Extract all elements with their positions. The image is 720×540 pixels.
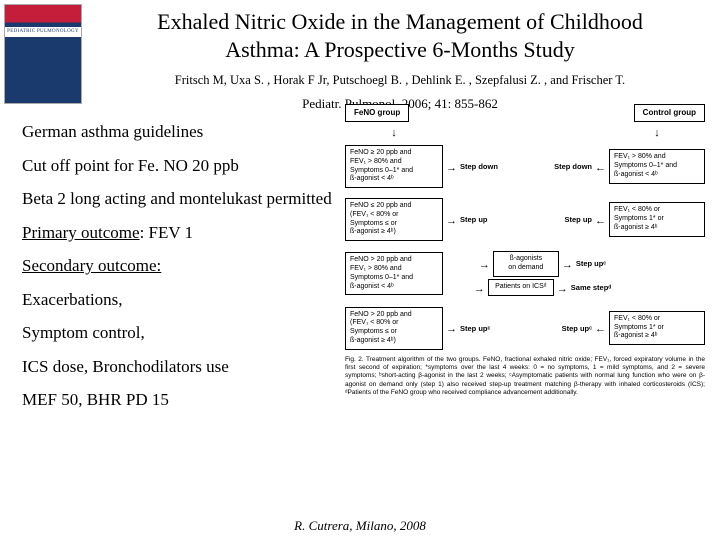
bullet-item: Secondary outcome: — [22, 256, 352, 276]
bullet-item: MEF 50, BHR PD 15 — [22, 390, 352, 410]
journal-cover-thumbnail: PEDIATRIC PULMONOLOGY — [4, 4, 82, 104]
flowchart-action: Step down — [554, 162, 592, 171]
primary-outcome-value: : FEV 1 — [140, 223, 194, 242]
flowchart-header-row: FeNO group Control group — [345, 104, 705, 122]
flowchart-mid-box: ß-agonistson demand — [493, 251, 559, 277]
arrow-right-icon — [443, 319, 460, 337]
flowchart-right-pair: Step up FEV₁ < 80% orSymptoms 1* orß-ago… — [565, 202, 706, 236]
treatment-flowchart: FeNO group Control group ↓ ↓ FeNO ≥ 20 p… — [345, 104, 705, 398]
flowchart-left-pair: FeNO > 20 ppb and(FEV₁ < 80% orSymptoms … — [345, 307, 490, 350]
flowchart-criteria-box: FeNO ≥ 20 ppb andFEV₁ > 80% andSymptoms … — [345, 145, 443, 188]
flowchart-row: FeNO > 20 ppb and(FEV₁ < 80% orSymptoms … — [345, 307, 705, 350]
flowchart-action: Step up — [460, 215, 488, 224]
flowchart-right-pair: Step down FEV₁ > 80% andSymptoms 0–1* an… — [554, 149, 705, 183]
arrow-right-icon — [554, 279, 571, 297]
bullet-item: Exacerbations, — [22, 290, 352, 310]
bullet-item: Symptom control, — [22, 323, 352, 343]
bullet-item: Beta 2 long acting and montelukast permi… — [22, 189, 352, 209]
authors-line: Fritsch M, Uxa S. , Horak F Jr, Putschoe… — [90, 73, 710, 88]
title-block: Exhaled Nitric Oxide in the Management o… — [90, 0, 720, 112]
flowchart-row: FeNO ≥ 20 ppb andFEV₁ > 80% andSymptoms … — [345, 145, 705, 188]
primary-outcome-label: Primary outcome — [22, 223, 140, 242]
flowchart-head-right: Control group — [634, 104, 705, 122]
flowchart-row: FeNO > 20 ppb andFEV₁ > 80% andSymptoms … — [345, 251, 705, 297]
flowchart-criteria-box: FeNO > 20 ppb andFEV₁ > 80% andSymptoms … — [345, 252, 443, 295]
flowchart-criteria-box: FeNO > 20 ppb and(FEV₁ < 80% orSymptoms … — [345, 307, 443, 350]
flowchart-action: Step upᶜ — [562, 324, 592, 333]
flowchart-action: Step upᶜ — [460, 324, 490, 333]
flowchart-criteria-box: FEV₁ < 80% orSymptoms 1* orß-agonist ≥ 4… — [609, 202, 705, 236]
bullet-list: German asthma guidelines Cut off point f… — [22, 122, 352, 410]
flowchart-action: Step upᶜ — [576, 259, 606, 268]
arrow-down-icon: ↓ — [345, 128, 443, 139]
flowchart-criteria-box: FEV₁ > 80% andSymptoms 0–1* andß-agonist… — [609, 149, 705, 183]
flowchart-row: FeNO ≤ 20 ppb and(FEV₁ < 80% orSymptoms … — [345, 198, 705, 241]
flowchart-caption: Fig. 2. Treatment algorithm of the two g… — [345, 356, 705, 398]
flowchart-left-pair: FeNO ≥ 20 ppb andFEV₁ > 80% andSymptoms … — [345, 145, 498, 188]
flowchart-left-pair: FeNO > 20 ppb andFEV₁ > 80% andSymptoms … — [345, 252, 443, 295]
arrow-right-icon — [476, 255, 493, 273]
bullet-item: Cut off point for Fe. NO 20 ppb — [22, 156, 352, 176]
flowchart-arrow-row: ↓ ↓ — [345, 128, 705, 139]
bullet-item: ICS dose, Bronchodilators use — [22, 357, 352, 377]
flowchart-criteria-box: FEV₁ < 80% orSymptoms 1* orß-agonist ≥ 4… — [609, 311, 705, 345]
slide-title: Exhaled Nitric Oxide in the Management o… — [90, 8, 710, 63]
flowchart-head-left: FeNO group — [345, 104, 409, 122]
arrow-right-icon — [471, 279, 488, 297]
arrow-left-icon — [592, 319, 609, 337]
arrow-right-icon — [443, 158, 460, 176]
flowchart-action: Step up — [565, 215, 593, 224]
flowchart-right-pair: Step upᶜ FEV₁ < 80% orSymptoms 1* orß-ag… — [562, 311, 705, 345]
slide-footer: R. Cutrera, Milano, 2008 — [0, 518, 720, 534]
title-line-1: Exhaled Nitric Oxide in the Management o… — [157, 9, 643, 34]
flowchart-criteria-box: FeNO ≤ 20 ppb and(FEV₁ < 80% orSymptoms … — [345, 198, 443, 241]
arrow-right-icon — [443, 211, 460, 229]
flowchart-left-pair: FeNO ≤ 20 ppb and(FEV₁ < 80% orSymptoms … — [345, 198, 488, 241]
arrow-left-icon — [592, 158, 609, 176]
arrow-down-icon: ↓ — [609, 128, 705, 139]
journal-title-bar: PEDIATRIC PULMONOLOGY — [5, 27, 81, 37]
arrow-right-icon — [559, 255, 576, 273]
flowchart-action: Same stepᵈ — [571, 283, 611, 292]
content-area: German asthma guidelines Cut off point f… — [0, 122, 720, 410]
header: PEDIATRIC PULMONOLOGY Exhaled Nitric Oxi… — [0, 0, 720, 112]
bullet-item: German asthma guidelines — [22, 122, 352, 142]
flowchart-mid-column: ß-agonistson demand Step upᶜ Patients on… — [466, 251, 616, 297]
flowchart-mid-box: Patients on ICSᵈ — [488, 279, 554, 296]
arrow-left-icon — [592, 211, 609, 229]
flowchart-action: Step down — [460, 162, 498, 171]
bullet-item: Primary outcome: FEV 1 — [22, 223, 352, 243]
title-line-2: Asthma: A Prospective 6-Months Study — [225, 37, 575, 62]
